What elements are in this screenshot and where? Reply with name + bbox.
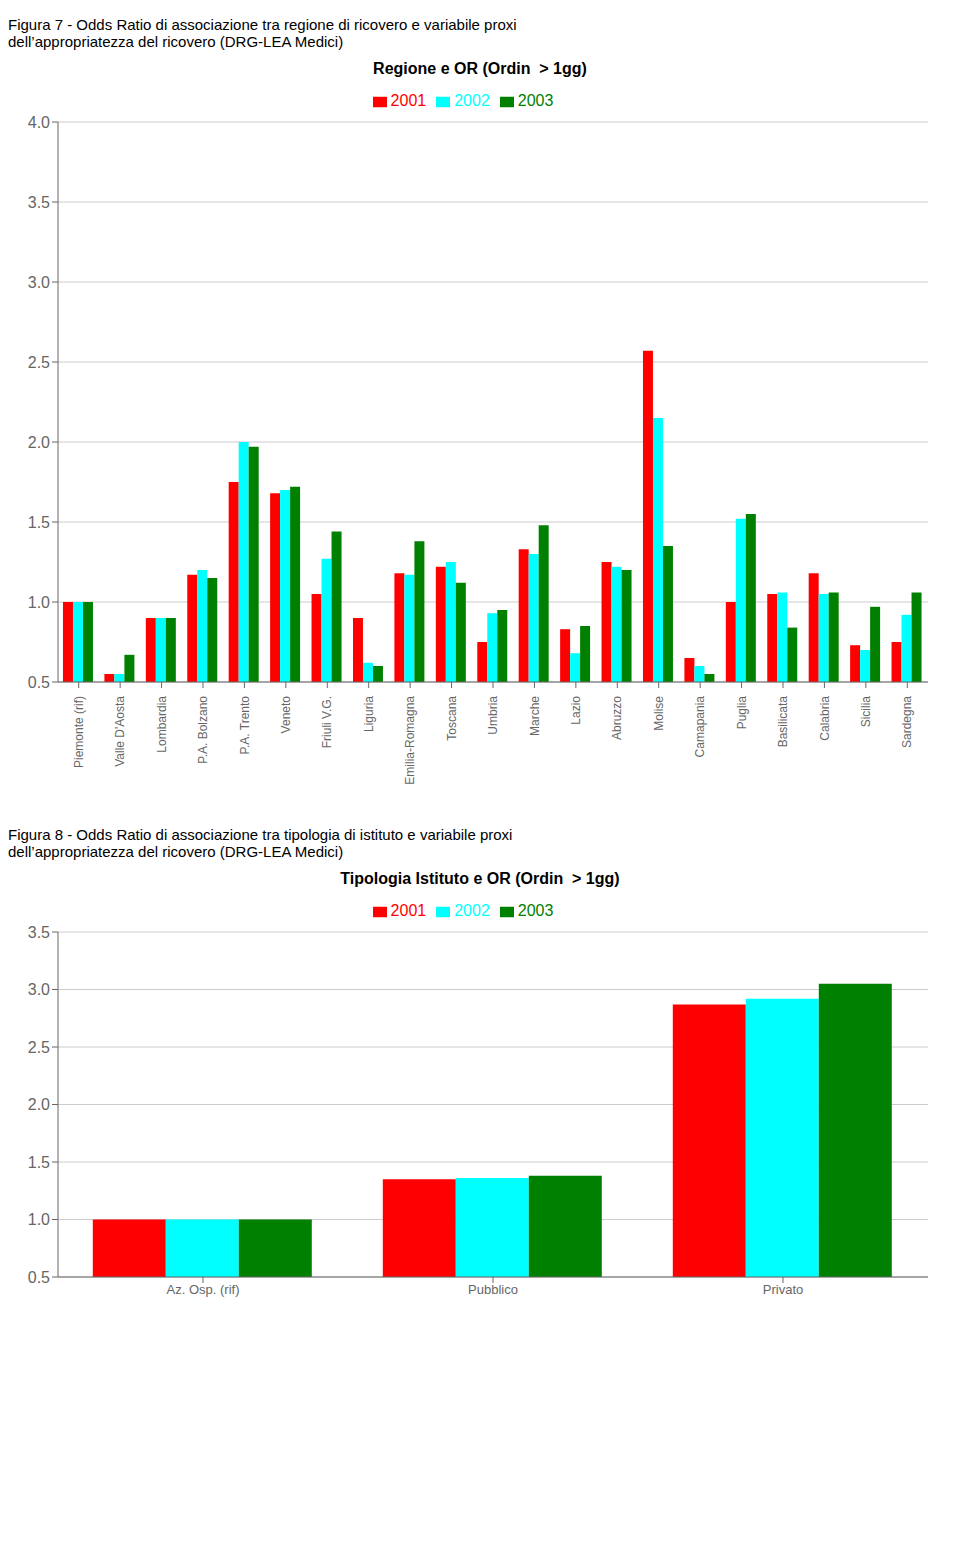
svg-text:Camapania: Camapania [693, 696, 707, 758]
html-text:2001: 2001 [390, 902, 427, 919]
svg-text:2.0: 2.0 [28, 434, 50, 451]
svg-text:3.5: 3.5 [28, 194, 50, 211]
html-text:Tipologia Istituto e OR (Ordin: Tipologia Istituto e OR (Ordin > 1gg) [340, 870, 620, 887]
html-text:Regione e OR (Ordin > 1gg): Regione e OR (Ordin > 1gg) [373, 60, 587, 77]
html-text:2002: 2002 [454, 92, 490, 109]
svg-text:Lombardia: Lombardia [155, 696, 169, 753]
svg-text:1.0: 1.0 [28, 594, 50, 611]
svg-text:Veneto: Veneto [279, 696, 293, 734]
html-text:2003: 2003 [517, 92, 554, 109]
svg-text:0.5: 0.5 [28, 674, 50, 691]
svg-text:Abruzzo: Abruzzo [610, 696, 624, 740]
svg-text:2.5: 2.5 [28, 1039, 50, 1056]
svg-text:4.0: 4.0 [28, 114, 50, 131]
html-text:2001: 2001 [390, 92, 427, 109]
svg-text:Az. Osp. (rif): Az. Osp. (rif) [167, 1282, 240, 1297]
svg-text:Emilia-Romagna: Emilia-Romagna [403, 696, 417, 785]
html-text:2003: 2003 [517, 902, 554, 919]
html-text:Figura 7 - Odds Ratio di assoc: Figura 7 - Odds Ratio di associazione tr… [8, 16, 517, 50]
svg-text:2.0: 2.0 [28, 1096, 50, 1113]
svg-text:1.5: 1.5 [28, 1154, 50, 1171]
svg-text:Sicilia: Sicilia [859, 696, 873, 728]
svg-text:Pubblico: Pubblico [468, 1282, 518, 1297]
svg-text:1.0: 1.0 [28, 1211, 50, 1228]
svg-text:Sardegna: Sardegna [900, 696, 914, 748]
svg-text:Lazio: Lazio [569, 696, 583, 725]
svg-text:Calabria: Calabria [818, 696, 832, 741]
svg-text:Privato: Privato [763, 1282, 803, 1297]
svg-text:2.5: 2.5 [28, 354, 50, 371]
svg-text:3.0: 3.0 [28, 981, 50, 998]
svg-text:0.5: 0.5 [28, 1269, 50, 1286]
svg-text:Piemonte (rif): Piemonte (rif) [72, 696, 86, 768]
svg-text:Marche: Marche [528, 696, 542, 736]
svg-text:Liguria: Liguria [362, 696, 376, 732]
html-text:Figura 8 - Odds Ratio di assoc: Figura 8 - Odds Ratio di associazione tr… [8, 826, 513, 860]
svg-text:Friuli V.G.: Friuli V.G. [320, 696, 334, 748]
svg-text:Valle D'Aosta: Valle D'Aosta [113, 696, 127, 767]
html-text:2002: 2002 [454, 902, 490, 919]
svg-text:P.A. Bolzano: P.A. Bolzano [196, 696, 210, 764]
svg-text:Molise: Molise [652, 696, 666, 731]
svg-text:1.5: 1.5 [28, 514, 50, 531]
svg-text:3.0: 3.0 [28, 274, 50, 291]
svg-text:Puglia: Puglia [735, 696, 749, 730]
svg-text:Basilicata: Basilicata [776, 696, 790, 748]
svg-text:3.5: 3.5 [28, 924, 50, 941]
svg-text:Toscana: Toscana [445, 696, 459, 741]
svg-text:P.A. Trento: P.A. Trento [238, 696, 252, 755]
svg-text:Umbria: Umbria [486, 696, 500, 735]
